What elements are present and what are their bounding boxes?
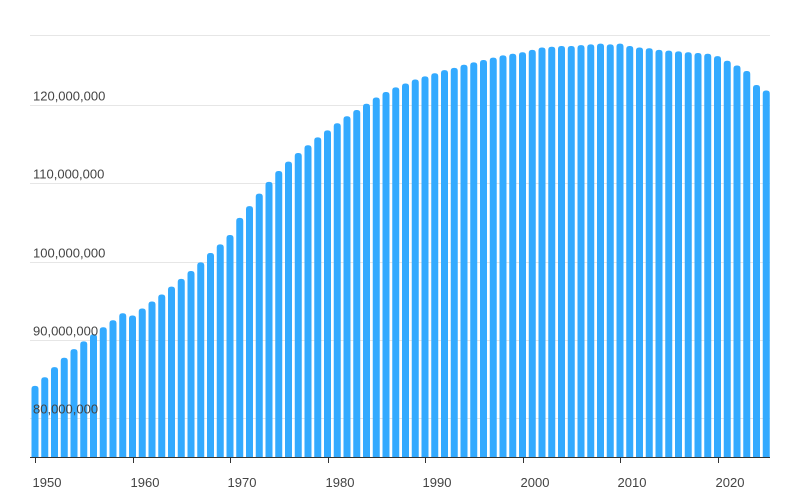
bar[interactable] — [431, 73, 439, 457]
y-tick-label: 100,000,000 — [33, 246, 105, 261]
bar[interactable] — [450, 67, 458, 458]
x-tick-label: 2010 — [618, 475, 647, 490]
bar[interactable] — [275, 170, 283, 457]
bar[interactable] — [558, 45, 565, 458]
bar[interactable] — [343, 116, 351, 457]
bar[interactable] — [714, 56, 721, 457]
bar[interactable] — [148, 301, 156, 457]
bar[interactable] — [119, 313, 127, 457]
bar[interactable] — [694, 52, 702, 458]
bar[interactable] — [236, 217, 244, 457]
bar[interactable] — [528, 49, 536, 458]
bar[interactable] — [168, 286, 175, 457]
bar[interactable] — [372, 97, 380, 457]
bar[interactable] — [587, 44, 595, 457]
bar[interactable] — [606, 44, 614, 457]
bar[interactable] — [392, 87, 400, 458]
bar[interactable] — [265, 181, 273, 457]
bar[interactable] — [255, 193, 263, 457]
bar[interactable] — [216, 244, 224, 457]
x-tick-label: 1970 — [228, 475, 257, 490]
bar[interactable] — [90, 334, 97, 457]
bar[interactable] — [207, 253, 214, 457]
bar[interactable] — [597, 43, 604, 457]
bar[interactable] — [138, 308, 146, 457]
bar[interactable] — [567, 45, 575, 458]
x-tick-label: 1960 — [131, 475, 160, 490]
bar[interactable] — [723, 60, 731, 458]
bar[interactable] — [187, 271, 195, 457]
bar[interactable] — [655, 49, 663, 458]
x-axis — [30, 457, 770, 463]
bar[interactable] — [645, 48, 653, 457]
bar[interactable] — [382, 92, 390, 457]
bar[interactable] — [665, 50, 673, 457]
bar[interactable] — [636, 47, 643, 458]
bar[interactable] — [31, 385, 39, 457]
bar[interactable] — [294, 153, 302, 457]
y-tick-labels: 80,000,000 90,000,000 100,000,000 110,000,0… — [33, 89, 105, 417]
bar[interactable] — [324, 130, 331, 457]
bar[interactable] — [538, 47, 546, 458]
bar[interactable] — [363, 103, 370, 457]
bar[interactable] — [158, 294, 166, 457]
bar[interactable] — [675, 51, 682, 458]
bar[interactable] — [226, 235, 234, 457]
bar[interactable] — [743, 70, 751, 457]
y-tick-label: 120,000,000 — [33, 89, 105, 104]
y-tick-label: 110,000,000 — [33, 167, 104, 182]
bar[interactable] — [441, 70, 448, 458]
x-tick-label: 1950 — [33, 475, 62, 490]
bar[interactable] — [353, 110, 361, 458]
x-tick-label: 2020 — [716, 475, 745, 490]
bar[interactable] — [411, 79, 419, 458]
bar[interactable] — [762, 90, 770, 458]
bar[interactable] — [753, 85, 760, 457]
bar[interactable] — [480, 60, 487, 457]
bar[interactable] — [460, 64, 468, 458]
bar[interactable] — [421, 76, 429, 457]
bar[interactable] — [402, 83, 409, 458]
bar[interactable] — [548, 46, 556, 457]
bar[interactable] — [129, 315, 136, 457]
x-tick-labels: 1950 1960 1970 1980 1990 2000 2010 2020 — [33, 475, 745, 490]
y-tick-label: 90,000,000 — [33, 324, 98, 339]
bar[interactable] — [470, 62, 478, 457]
bar[interactable] — [41, 377, 49, 457]
bar[interactable] — [704, 53, 712, 457]
bars — [31, 43, 770, 458]
bar[interactable] — [51, 367, 58, 457]
bar[interactable] — [304, 145, 312, 457]
bar[interactable] — [626, 45, 634, 458]
bar[interactable] — [177, 278, 185, 457]
x-tick-label: 1990 — [423, 475, 452, 490]
y-tick-label: 80,000,000 — [33, 402, 98, 417]
x-tick-label: 2000 — [521, 475, 550, 490]
bar[interactable] — [70, 349, 78, 457]
bar[interactable] — [99, 327, 107, 457]
bar[interactable] — [499, 55, 507, 458]
bar[interactable] — [519, 52, 526, 457]
bar[interactable] — [489, 57, 497, 457]
bar[interactable] — [60, 357, 68, 457]
bar[interactable] — [109, 320, 117, 457]
x-tick-label: 1980 — [326, 475, 355, 490]
bar[interactable] — [509, 53, 517, 457]
bar[interactable] — [197, 262, 205, 457]
bar[interactable] — [333, 123, 341, 458]
bar[interactable] — [314, 137, 322, 457]
bar[interactable] — [285, 161, 292, 457]
bar[interactable] — [246, 206, 253, 457]
bar[interactable] — [80, 341, 88, 457]
bar[interactable] — [733, 65, 741, 457]
bar[interactable] — [616, 43, 624, 457]
bar[interactable] — [684, 52, 692, 457]
bar[interactable] — [577, 45, 585, 457]
